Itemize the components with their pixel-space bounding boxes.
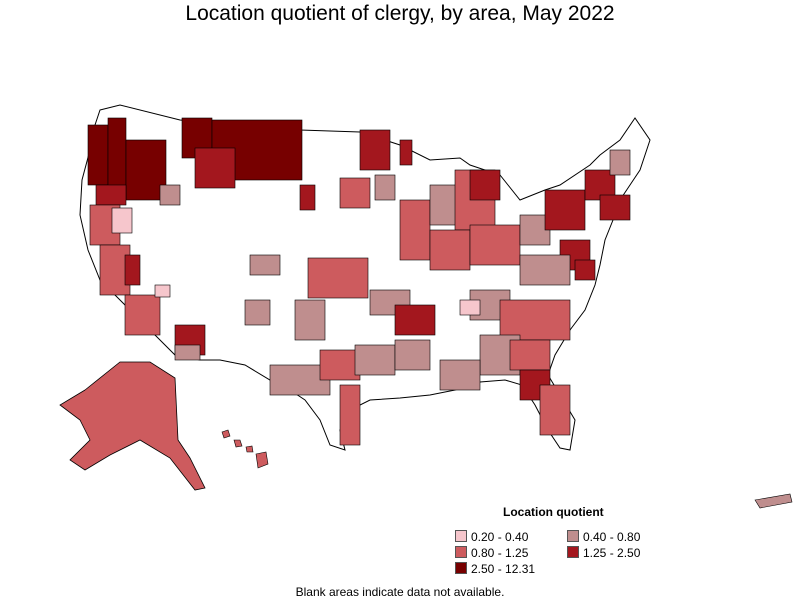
map-area [359, 129, 391, 171]
map-area [609, 149, 631, 176]
legend-label: 1.25 - 2.50 [583, 546, 641, 560]
map-area [544, 189, 586, 231]
map-area [574, 259, 596, 281]
map-area [244, 299, 271, 326]
map-area [499, 299, 571, 341]
map-area [124, 294, 161, 336]
map-regions [87, 117, 631, 446]
map-area [111, 207, 133, 234]
map-area [519, 254, 571, 286]
legend-swatch [455, 530, 467, 542]
map-area [307, 257, 369, 299]
legend-swatch [455, 546, 467, 558]
legend-item: 0.80 - 1.25 [455, 546, 528, 560]
map-area [249, 254, 281, 276]
map-footnote: Blank areas indicate data not available. [295, 585, 505, 599]
map-area [354, 344, 396, 376]
alaska-region [59, 361, 206, 491]
legend-label: 2.50 - 12.31 [471, 562, 536, 576]
map-area [294, 299, 326, 341]
map-area [194, 147, 236, 189]
map-area [319, 349, 361, 381]
legend-item: 0.40 - 0.80 [567, 530, 640, 544]
legend-item: 2.50 - 12.31 [455, 562, 535, 576]
map-area [399, 199, 431, 261]
legend-item: 1.25 - 2.50 [567, 546, 640, 560]
map-area [599, 194, 631, 221]
hawaii-region [221, 429, 269, 469]
legend-title: Location quotient [503, 505, 604, 519]
legend-label: 0.20 - 0.40 [471, 530, 529, 544]
map-area [339, 177, 371, 209]
map-title: Location quotient of clergy, by area, Ma… [185, 2, 615, 25]
map-area [374, 174, 396, 201]
map-area [124, 254, 141, 286]
legend-swatch [567, 546, 579, 558]
map-area [125, 139, 167, 201]
map-area [399, 139, 413, 166]
legend-label: 0.40 - 0.80 [583, 530, 641, 544]
map-area [429, 229, 471, 271]
map-area [107, 117, 127, 189]
map-area [469, 224, 521, 266]
map-area [459, 299, 481, 316]
legend-item: 0.20 - 0.40 [455, 530, 528, 544]
legend-label: 0.80 - 1.25 [471, 546, 529, 560]
map-area [394, 304, 436, 336]
map-area [299, 184, 316, 211]
map-area [469, 169, 501, 201]
map-area [339, 384, 361, 446]
map-area [95, 184, 127, 206]
puerto-rico-region [754, 493, 793, 509]
map-area [87, 124, 109, 186]
legend-swatch [567, 530, 579, 542]
map-area [394, 339, 431, 371]
map-area [159, 184, 181, 206]
map-area [509, 339, 551, 371]
legend-swatch [455, 562, 467, 574]
map-area [539, 384, 571, 436]
map-area [154, 284, 171, 298]
map-area [174, 344, 201, 361]
map-area [439, 359, 481, 391]
